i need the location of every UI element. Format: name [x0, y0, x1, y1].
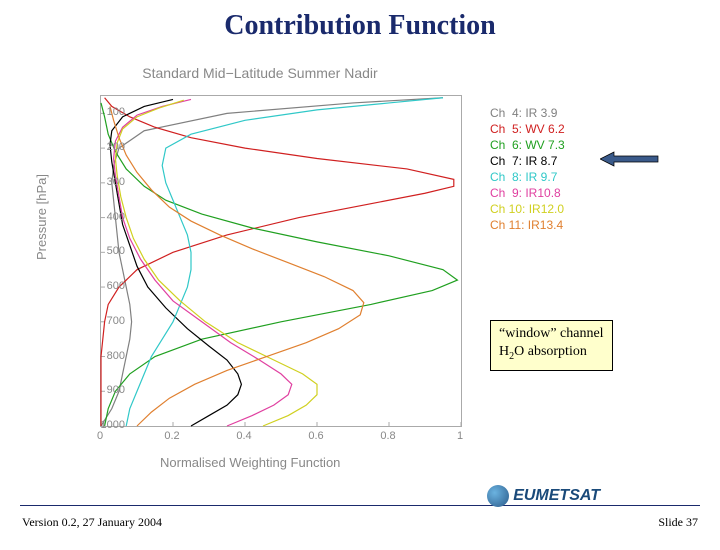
- legend-item: Ch 6: WV 7.3: [490, 137, 565, 153]
- eumetsat-logo: EUMETSAT: [487, 485, 600, 507]
- y-tick: 200: [107, 141, 125, 153]
- x-tick: 0.2: [164, 430, 179, 442]
- x-tick: 0.4: [236, 430, 251, 442]
- slide-number: Slide 37: [658, 515, 698, 530]
- plot-area: [100, 95, 462, 427]
- legend-item: Ch 7: IR 8.7: [490, 153, 565, 169]
- chart-title: Standard Mid−Latitude Summer Nadir: [30, 65, 490, 81]
- legend-item: Ch 5: WV 6.2: [490, 121, 565, 137]
- y-tick: 700: [107, 315, 125, 327]
- logo-text: EUMETSAT: [513, 487, 600, 505]
- callout-line2: H2O absorption: [499, 343, 604, 366]
- y-tick: 300: [107, 176, 125, 188]
- x-tick: 0.8: [380, 430, 395, 442]
- callout-box: “window” channel H2O absorption: [490, 320, 613, 371]
- globe-icon: [487, 485, 509, 507]
- legend-item: Ch 8: IR 9.7: [490, 169, 565, 185]
- y-tick: 400: [107, 211, 125, 223]
- pointer-arrow: [600, 150, 660, 173]
- y-tick: 900: [107, 384, 125, 396]
- callout-line1: “window” channel: [499, 325, 604, 343]
- slide-title: Contribution Function: [0, 10, 720, 42]
- legend-item: Ch 11: IR13.4: [490, 217, 565, 233]
- y-tick: 500: [107, 245, 125, 257]
- x-tick: 1: [457, 430, 463, 442]
- footer-version: Version 0.2, 27 January 2004: [22, 515, 162, 530]
- legend-item: Ch 9: IR10.8: [490, 185, 565, 201]
- legend-item: Ch 4: IR 3.9: [490, 105, 565, 121]
- x-tick: 0: [97, 430, 103, 442]
- y-tick: 100: [107, 106, 125, 118]
- y-tick: 1000: [101, 419, 125, 431]
- chart-legend: Ch 4: IR 3.9Ch 5: WV 6.2Ch 6: WV 7.3Ch 7…: [490, 105, 565, 233]
- y-axis-label: Pressure [hPa]: [34, 174, 49, 260]
- legend-item: Ch 10: IR12.0: [490, 201, 565, 217]
- chart-container: Standard Mid−Latitude Summer Nadir Press…: [30, 65, 490, 485]
- x-tick: 0.6: [308, 430, 323, 442]
- x-axis-label: Normalised Weighting Function: [160, 455, 340, 470]
- y-tick: 800: [107, 350, 125, 362]
- y-tick: 600: [107, 280, 125, 292]
